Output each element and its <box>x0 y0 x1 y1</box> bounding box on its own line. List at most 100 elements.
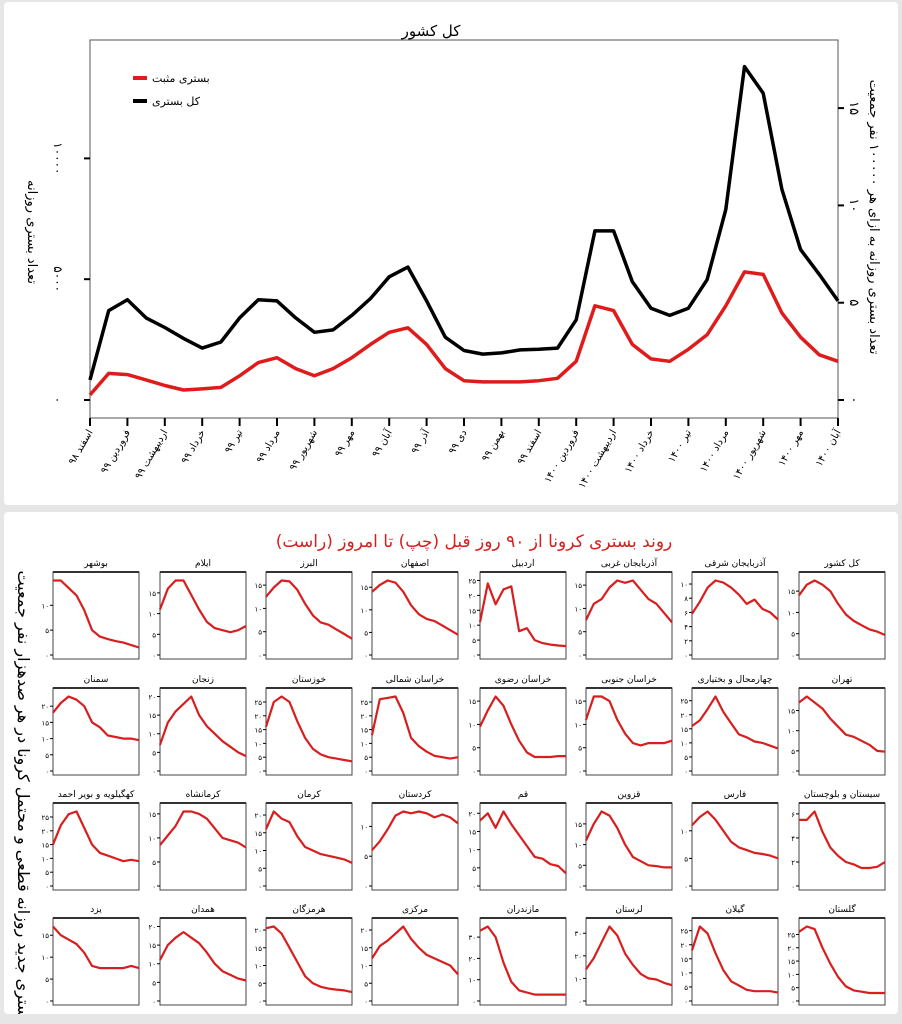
panel-trend-line <box>585 925 673 987</box>
panel-y-tick-label: ۵ <box>45 627 49 635</box>
x-tick-label: تیر ۱۴۰۰ <box>666 428 694 465</box>
province-panel: اصفهان ۰ ۵ ۱۰ ۱۵ <box>360 559 459 660</box>
panel-trend-line <box>585 579 673 624</box>
panel-frame <box>265 687 353 776</box>
panel-y-tick-label: ۵ <box>684 855 688 863</box>
panel-y-tick-label: ۰ <box>684 768 688 776</box>
panel-y-tick-label: ۲۰ <box>360 927 368 935</box>
panel-frame <box>585 802 673 891</box>
panel-y-tick-label: ۴ <box>791 835 795 843</box>
panel-y-tick-label: ۶ <box>791 811 795 819</box>
panel-y-tick-label: ۵ <box>364 853 368 861</box>
panel-y-tick-label: ۱۰ <box>41 736 49 744</box>
panel-y-tick-label: ۰ <box>258 883 262 891</box>
panel-title: خراسان رضوی <box>495 675 551 685</box>
panel-title: چهارمحال و بختیاری <box>698 675 773 685</box>
panel-y-tick-label: ۱۵ <box>787 588 795 596</box>
panel-y-tick-label: ۱۵ <box>574 821 582 829</box>
province-panel: هرمزگان ۰ ۵ ۱۰ ۱۵ ۲۰ <box>254 903 353 1006</box>
panel-trend-line <box>798 695 886 753</box>
panel-y-tick-label: ۵ <box>45 976 49 984</box>
panel-y-tick-label: ۰ <box>45 768 49 776</box>
panel-trend-line <box>264 810 353 864</box>
national-hospitalization-chart: کل کشور تعداد بستری روزانه تعداد بستری ر… <box>24 22 881 491</box>
panel-y-tick-label: ۱۵ <box>41 719 49 727</box>
panel-trend-line <box>479 810 567 875</box>
x-tick-label: آذر ۹۹ <box>408 426 433 456</box>
province-panel: زنجان ۰ ۵ ۱۰ ۱۵ ۲۰ <box>148 675 247 776</box>
panel-y-tick-label: ۲۰ <box>254 713 262 721</box>
panel-trend-line <box>690 925 779 994</box>
province-panel: خراسان شمالی ۰ ۵ ۱۰ ۱۵ ۲۰ ۲۵ <box>360 675 459 776</box>
panel-y-tick-label: ۱۰ <box>680 581 688 589</box>
panel-y-tick-label: ۲ <box>684 638 688 646</box>
panel-frame <box>691 571 779 660</box>
x-tick-label: بهمن ۹۹ <box>480 428 507 464</box>
province-panel: خراسان رضوی ۰ ۵ ۱۰ ۱۵ <box>468 675 567 776</box>
province-panel: قزوین ۰ ۵ ۱۰ ۱۵ <box>574 790 673 891</box>
panel-frame <box>798 571 886 660</box>
panel-y-tick-label: ۰ <box>684 883 688 891</box>
series-line-total <box>88 64 840 381</box>
panel-trend-line <box>265 925 353 994</box>
panel-title: ایلام <box>195 559 211 569</box>
panel-y-tick-label: ۰ <box>578 998 582 1006</box>
panel-title: خراسان جنوبی <box>601 675 657 685</box>
province-panel: گلستان ۰ ۵ ۱۰ ۱۵ ۲۰ ۲۵ <box>787 903 886 1006</box>
y-tick-label: ۵۰۰۰ <box>51 266 65 292</box>
panel-y-tick-label: ۱۰ <box>680 828 688 836</box>
panel-y-tick-label: ۱۵ <box>360 584 368 592</box>
panel-y-tick-label: ۱۰ <box>680 970 688 978</box>
panel-y-tick-label: ۲۵ <box>468 577 476 585</box>
legend-label-positive: بستری مثبت <box>152 72 210 85</box>
panel-y-tick-label: ۶ <box>684 609 688 617</box>
panel-title: کردستان <box>399 790 433 800</box>
panel-title: آذربایجان غربی <box>601 557 658 569</box>
province-panel: آذربایجان غربی ۰ ۵ ۱۰ ۱۵ <box>574 557 673 660</box>
right-y-tick-label: ۱۵ <box>846 101 861 115</box>
panel-trend-line <box>798 579 886 637</box>
panel-y-tick-label: ۵ <box>472 637 476 645</box>
y-tick-label: ۰ <box>51 397 65 403</box>
panel-title: خوزستان <box>292 675 326 685</box>
panel-y-tick-label: ۵ <box>791 985 795 993</box>
province-panel: خوزستان ۰ ۵ ۱۰ ۱۵ ۲۰ ۲۵ <box>254 675 353 776</box>
panel-trend-line <box>371 925 459 976</box>
panel-y-tick-label: ۰ <box>45 883 49 891</box>
panel-y-tick-label: ۵ <box>684 984 688 992</box>
panel-y-tick-label: ۱۵ <box>148 712 156 720</box>
panel-title: گلستان <box>828 903 856 915</box>
province-panel: مازندران ۰ ۱۰ ۲۰ ۳۰ <box>468 905 567 1006</box>
panel-y-tick-label: ۱۰ <box>468 847 476 855</box>
x-tick-label: اردیبهشت ۱۴۰۰ <box>577 428 619 491</box>
panel-trend-line <box>53 579 140 649</box>
province-panel: ایلام ۰ ۵ ۱۰ ۱۵ <box>148 559 247 660</box>
panel-y-tick-label: ۱۰ <box>360 963 368 971</box>
left-axis-title: تعداد بستری روزانه <box>24 180 39 284</box>
panel-y-tick-label: ۱۰ <box>254 963 262 971</box>
panel-y-tick-label: ۵ <box>364 629 368 637</box>
panel-y-tick-label: ۵ <box>258 754 262 762</box>
panel-trend-line <box>691 695 779 750</box>
province-panel: گیلان ۰ ۵ ۱۰ ۱۵ ۲۰ ۲۵ <box>680 903 779 1006</box>
panel-y-tick-label: ۱۰ <box>360 740 368 748</box>
panel-y-tick-label: ۰ <box>791 998 795 1006</box>
panel-y-tick-label: ۱۰ <box>148 731 156 739</box>
panel-title: کرمانشاه <box>186 790 222 800</box>
province-panel: کل کشور ۰ ۵ ۱۰ ۱۵ <box>787 559 886 660</box>
panel-y-tick-label: ۱۰ <box>787 609 795 617</box>
province-panel: البرز ۰ ۵ ۱۰ ۱۵ <box>254 559 353 660</box>
panel-frame <box>691 687 779 776</box>
x-tick-label: مهر ۹۹ <box>333 428 357 459</box>
x-tick-label: فروردین ۹۹ <box>99 428 133 476</box>
panel-y-tick-label: ۱۰ <box>787 728 795 736</box>
panel-y-tick-label: ۵ <box>258 865 262 873</box>
panel-frame <box>479 917 567 1006</box>
panel-frame <box>371 917 459 1006</box>
panel-trend-line <box>479 925 566 996</box>
panel-y-tick-label: ۱۵ <box>680 956 688 964</box>
panel-y-tick-label: ۲۵ <box>360 699 368 707</box>
province-panel: یزد ۰ ۵ ۱۰ ۱۵ <box>41 905 140 1006</box>
panel-y-tick-label: ۰ <box>364 768 368 776</box>
y-tick-label: ۱۰۰۰۰ <box>51 142 65 174</box>
